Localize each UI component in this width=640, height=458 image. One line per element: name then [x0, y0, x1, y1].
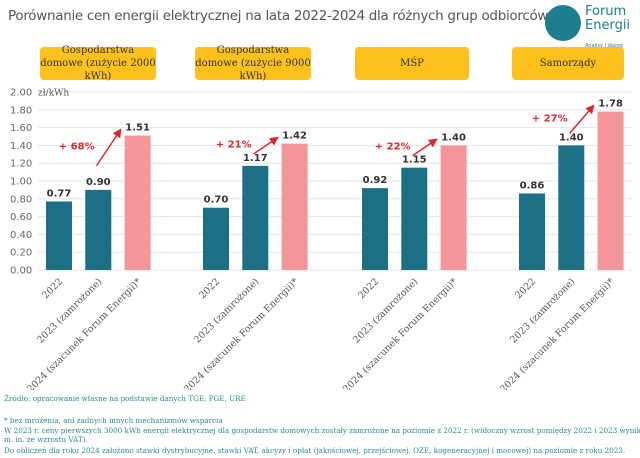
data-label: 1.40	[441, 132, 466, 143]
bar	[281, 143, 308, 270]
footnote-2: W 2023 r. ceny pierwszych 3000 kWh energ…	[4, 425, 640, 435]
bar	[46, 201, 72, 270]
data-label: 0.92	[363, 175, 388, 186]
x-tick-label: 2022	[197, 276, 222, 301]
logo-icon	[545, 5, 581, 41]
footnote-3: m. in. ze wzrostu VAT).	[4, 435, 88, 444]
data-label: 1.15	[402, 155, 427, 166]
bar	[242, 165, 269, 270]
logo-tagline: Analizy i dialog	[585, 43, 623, 49]
data-label: 0.70	[204, 195, 229, 206]
data-label: 1.78	[598, 99, 623, 110]
y-tick-label: 0.80	[10, 194, 32, 205]
bar	[401, 167, 428, 270]
y-tick-label: 0.60	[10, 212, 32, 223]
data-label: 0.86	[520, 180, 545, 191]
change-label: + 21%	[216, 140, 252, 151]
change-label: + 68%	[59, 142, 95, 153]
y-tick-label: 1.00	[10, 177, 32, 188]
y-tick-label: 0.20	[10, 248, 32, 259]
data-label: 1.17	[243, 153, 268, 164]
group-label-1: Gospodarstwa domowe (zużycie 2000 kWh)	[40, 45, 156, 82]
increase-arrow-icon	[569, 104, 595, 134]
increase-arrow-icon	[412, 138, 438, 157]
change-label: + 27%	[532, 113, 568, 124]
bar	[440, 145, 467, 270]
x-tick-label: 2023 (zamrożone)	[192, 276, 261, 345]
group-label-4: Samorządy	[512, 47, 624, 80]
source-note: Źródło: opracowanie własne na podstawie …	[4, 394, 246, 403]
increase-arrow-icon	[253, 136, 279, 155]
data-label: 1.42	[282, 131, 307, 142]
bar	[124, 135, 151, 270]
x-tick-label: 2022	[356, 276, 381, 301]
group-label-2: Gospodarstwa domowe (zużycie 9000 kWh)	[195, 45, 311, 82]
y-tick-label: 1.60	[10, 123, 32, 134]
group-label-3: MŚP	[355, 47, 469, 80]
logo-text: Forum Energii	[585, 4, 631, 33]
y-tick-label: 1.80	[10, 105, 32, 116]
y-tick-label: 0.00	[10, 266, 32, 277]
forum-energii-logo: Forum Energii Analizy i dialog	[545, 3, 640, 51]
y-axis-unit: zł/kWh	[38, 89, 69, 99]
bar	[558, 145, 585, 270]
footnote-1: * bez mrożenia, ani żadnych innych mecha…	[4, 416, 223, 425]
increase-arrow-icon	[95, 128, 122, 167]
y-tick-label: 1.40	[10, 141, 32, 152]
data-label: 0.90	[86, 177, 111, 188]
bar	[362, 188, 388, 270]
change-label: + 22%	[375, 142, 411, 153]
chart-title: Porównanie cen energii elektrycznej na l…	[8, 8, 549, 24]
x-tick-label: 2023 (zamrożone)	[508, 276, 577, 345]
bar	[519, 193, 545, 270]
y-tick-label: 2.00	[10, 88, 32, 99]
footnote-4: Do obliczeń dla roku 2024 założono stawk…	[4, 446, 626, 455]
bar	[597, 111, 624, 270]
bar-chart: 0.00 0.20 0.40 0.60 0.80 1.00 1.20 1.40 1.60 1.80…	[10, 88, 632, 390]
y-tick-label: 0.40	[10, 230, 32, 241]
data-label: 1.40	[559, 132, 584, 143]
data-label: 0.77	[47, 188, 72, 199]
y-tick-label: 1.20	[10, 159, 32, 170]
bar	[85, 189, 112, 270]
x-tick-label: 2023 (zamrożone)	[351, 276, 420, 345]
bar	[203, 207, 229, 270]
x-tick-label: 2022	[513, 276, 538, 301]
x-tick-label: 2022	[40, 276, 65, 301]
x-tick-label: 2023 (zamrożone)	[35, 276, 104, 345]
data-label: 1.51	[125, 123, 150, 134]
